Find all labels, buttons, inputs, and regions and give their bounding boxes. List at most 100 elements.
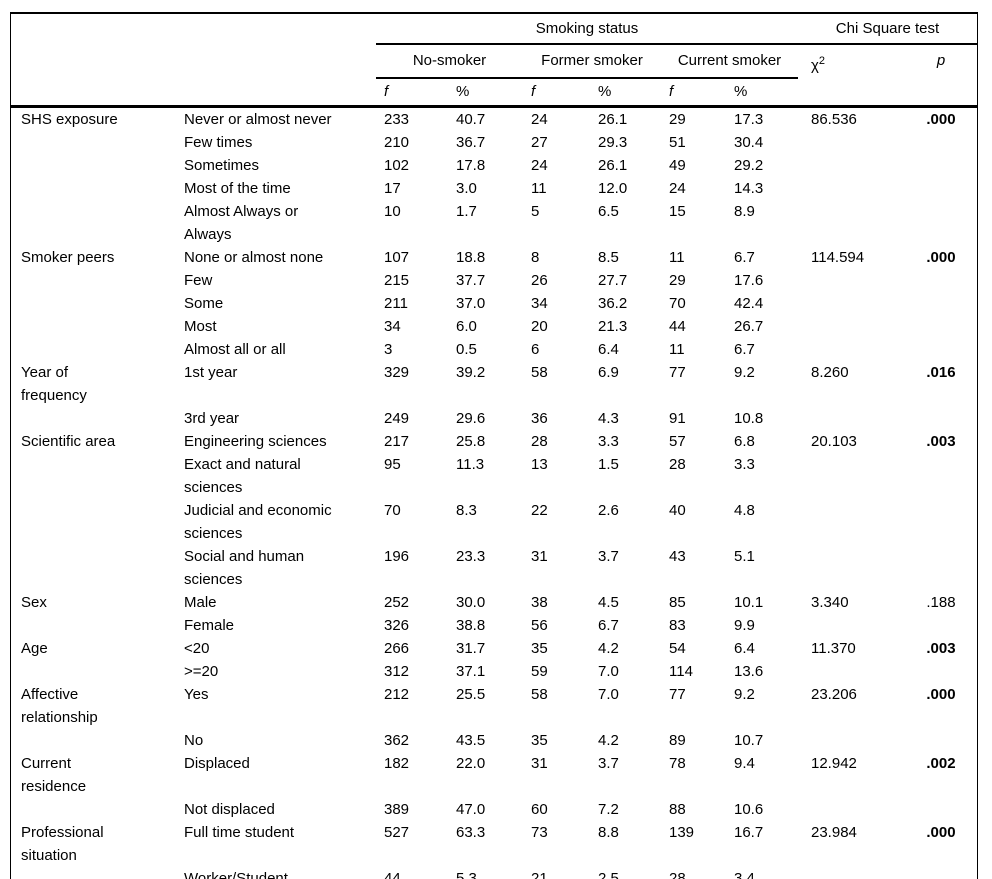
f-value-cell: 107: [384, 249, 410, 266]
table-row: Exact and natural sciences 95 11.3 13 1.5 28 3…: [11, 453, 977, 499]
table-row: Not displaced 389 47.0 60 7.2 88 10.6: [11, 798, 977, 821]
f-value-cell: 114: [669, 663, 693, 680]
f-value-cell: 59: [531, 663, 548, 680]
percent-value-cell: 37.0: [456, 295, 486, 312]
table-row: No 362 43.5 35 4.2 89 10.7: [11, 729, 977, 752]
f-value-cell: 139: [669, 824, 695, 841]
f-value-cell: 11: [669, 341, 685, 358]
percent-value-cell: 10.6: [734, 801, 764, 818]
f-value-cell: 266: [384, 640, 410, 657]
percent-value-cell: 5.1: [734, 548, 755, 565]
percent-value-cell: 22.0: [456, 755, 486, 772]
f-value-cell: 35: [531, 732, 548, 749]
percent-value-cell: 3.0: [456, 180, 477, 197]
percent-value-cell: 9.2: [734, 686, 755, 703]
table-row: 3rd year 249 29.6 36 4.3 91 10.8: [11, 407, 977, 430]
percent-value-cell: 13.6: [734, 663, 764, 680]
percent-value-cell: 27.7: [598, 272, 628, 289]
percent-value-cell: 2.5: [598, 870, 619, 879]
table-row: Female 326 38.8 56 6.7 83 9.9: [11, 614, 977, 637]
percent-value-cell: 43.5: [456, 732, 486, 749]
table-row: Professional situation Full time student 5…: [11, 821, 977, 867]
percent-value-cell: 17.6: [734, 272, 764, 289]
f-value-cell: 49: [669, 157, 686, 174]
percent-value-cell: 30.0: [456, 594, 486, 611]
level-cell: Exact and natural sciences: [184, 456, 301, 496]
f-value-cell: 389: [384, 801, 410, 818]
level-cell: Some: [184, 295, 224, 312]
percent-value-cell: 4.3: [598, 410, 619, 427]
percent-value-cell: 4.8: [734, 502, 755, 519]
percent-value-cell: 29.2: [734, 157, 764, 174]
percent-value-cell: 26.7: [734, 318, 764, 335]
percent-value-cell: 9.2: [734, 364, 755, 381]
percent-value-cell: 25.5: [456, 686, 486, 703]
percent-value-cell: 1.7: [456, 203, 477, 220]
category-cell: Scientific area: [21, 433, 116, 450]
percent-value-cell: 17.3: [734, 111, 764, 128]
f-value-cell: 233: [384, 111, 410, 128]
table-row: Some 211 37.0 34 36.2 70 42.4: [11, 292, 977, 315]
percent-value-cell: 11.3: [456, 456, 485, 473]
f-value-cell: 21: [531, 870, 548, 879]
f-value-cell: 22: [531, 502, 548, 519]
percent-value-cell: 30.4: [734, 134, 764, 151]
percent-value-cell: 8.5: [598, 249, 619, 266]
percent-value-cell: 3.3: [734, 456, 755, 473]
level-cell: Yes: [184, 686, 209, 703]
p-value-cell: .016: [926, 364, 956, 381]
chi-exponent: 2: [818, 55, 825, 67]
f-value-cell: 212: [384, 686, 410, 703]
percent-value-cell: 14.3: [734, 180, 764, 197]
level-cell: Worker/Student: [184, 870, 288, 879]
chi-square-test-header: Chi Square test: [835, 20, 940, 37]
level-cell: Not displaced: [184, 801, 275, 818]
level-cell: 3rd year: [184, 410, 240, 427]
chi2-column-header: χ2: [798, 45, 911, 82]
percent-value-cell: 7.0: [598, 686, 619, 703]
table-row: Few times 210 36.7 27 29.3 51 30.4: [11, 131, 977, 154]
f-value-cell: 527: [384, 824, 410, 841]
percent-value-cell: 36.2: [598, 295, 628, 312]
table-row: Affective relationship Yes 212 25.5 58 7.0 77 9…: [11, 683, 977, 729]
f-value-cell: 91: [669, 410, 686, 427]
f-value-cell: 24: [531, 111, 548, 128]
table-header: Smoking status Chi Square test No-smoker…: [11, 14, 977, 108]
f-value-cell: 11: [531, 180, 547, 197]
percent-value-cell: 5.3: [456, 870, 477, 879]
f-value-cell: 54: [669, 640, 686, 657]
percent-value-cell: 8.9: [734, 203, 755, 220]
f-value-cell: 252: [384, 594, 410, 611]
level-cell: Few times: [184, 134, 253, 151]
level-cell: Almost Always or Always: [184, 203, 299, 243]
chi2-value-cell: 20.103: [811, 433, 857, 450]
table-row: Almost all or all 3 0.5 6 6.4 11 6.7: [11, 338, 977, 361]
smoking-status-header: Smoking status: [535, 20, 639, 37]
f-value-cell: 211: [384, 295, 408, 312]
table-row: Almost Always or Always 10 1.7 5 6.5 15 8.9: [11, 200, 977, 246]
percent-value-cell: 6.7: [734, 249, 755, 266]
level-cell: Judicial and economic sciences: [184, 502, 332, 542]
p-value-cell: .000: [926, 686, 956, 703]
percent-value-cell: 3.7: [598, 548, 619, 565]
level-cell: Never or almost never: [184, 111, 332, 128]
percent-value-cell: 16.7: [734, 824, 764, 841]
percent-value-cell: 37.7: [456, 272, 486, 289]
percent-value-cell: 4.2: [598, 640, 619, 657]
pct-header-3: %: [734, 83, 748, 100]
f-value-cell: 89: [669, 732, 686, 749]
chi2-value-cell: 23.206: [811, 686, 857, 703]
percent-value-cell: 9.9: [734, 617, 755, 634]
f-value-cell: 28: [669, 870, 686, 879]
f-value-cell: 56: [531, 617, 548, 634]
percent-value-cell: 4.5: [598, 594, 619, 611]
category-cell: Affective relationship: [21, 686, 98, 726]
f-value-cell: 85: [669, 594, 686, 611]
f-value-cell: 182: [384, 755, 410, 772]
percent-value-cell: 6.4: [598, 341, 619, 358]
percent-value-cell: 40.7: [456, 111, 486, 128]
level-cell: Male: [184, 594, 217, 611]
f-value-cell: 24: [669, 180, 686, 197]
percent-value-cell: 6.7: [598, 617, 619, 634]
table-row: Few 215 37.7 26 27.7 29 17.6: [11, 269, 977, 292]
